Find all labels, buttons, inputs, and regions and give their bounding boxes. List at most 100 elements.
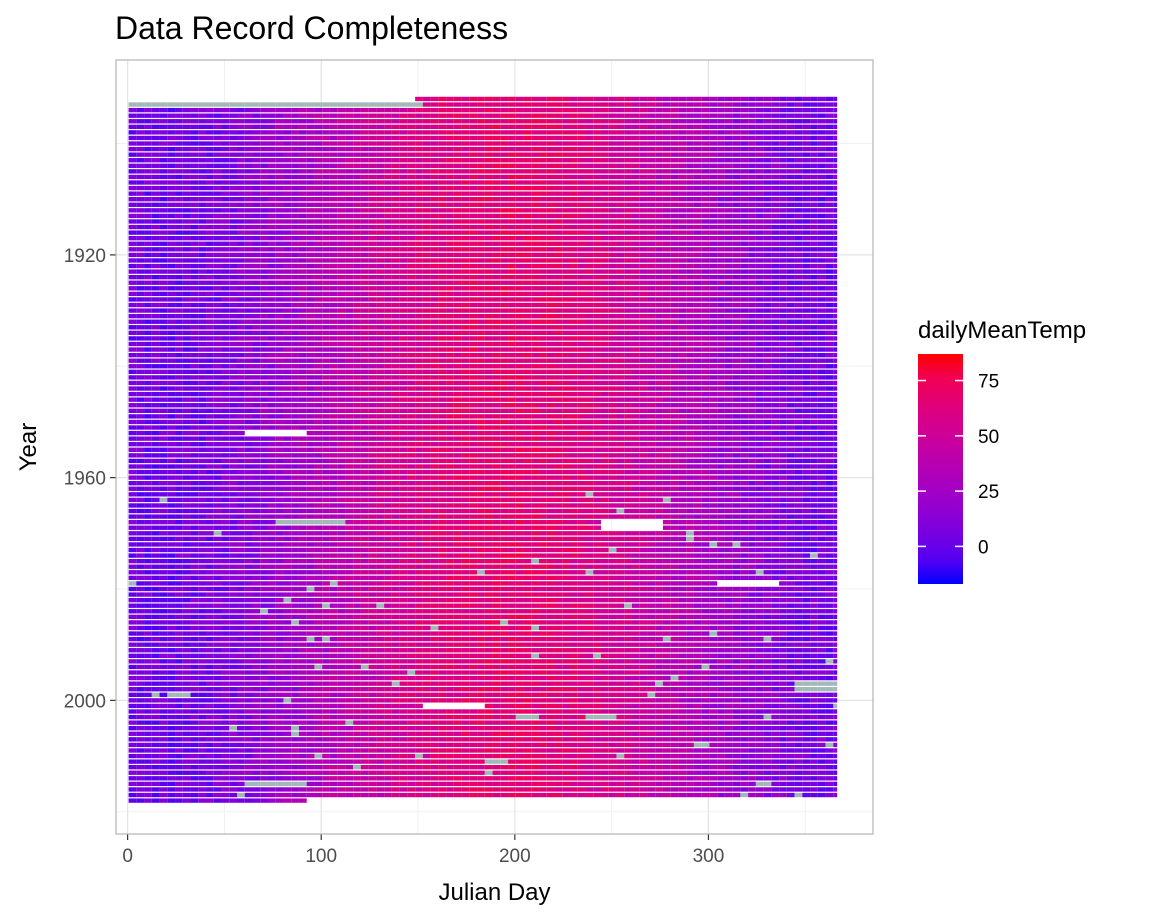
heatmap-tile	[430, 113, 439, 118]
heatmap-tile	[500, 297, 509, 302]
heatmap-tile	[167, 286, 176, 291]
heatmap-tile	[608, 364, 617, 369]
heatmap-tile	[562, 347, 570, 352]
heatmap-tile	[817, 263, 826, 269]
heatmap-tile	[298, 202, 307, 207]
heatmap-tile	[639, 308, 648, 313]
heatmap-tile	[748, 308, 756, 313]
heatmap-tile	[546, 369, 555, 375]
heatmap-tile	[484, 219, 493, 224]
heatmap-tile	[763, 269, 772, 274]
heatmap-tile	[631, 236, 640, 241]
heatmap-tile	[585, 297, 594, 302]
heatmap-tile	[701, 386, 710, 391]
heatmap-tile	[353, 347, 361, 352]
heatmap-tile	[376, 302, 385, 308]
heatmap-tile	[786, 286, 795, 291]
heatmap-tile	[167, 391, 176, 397]
heatmap-tile	[484, 152, 493, 157]
heatmap-tile	[593, 230, 601, 235]
heatmap-tile	[593, 291, 601, 297]
heatmap-tile	[624, 391, 632, 397]
heatmap-tile	[407, 158, 416, 163]
heatmap-tile	[693, 102, 702, 107]
heatmap-tile	[167, 219, 176, 224]
heatmap-tile	[515, 375, 524, 380]
heatmap-tile	[709, 102, 718, 107]
heatmap-tile	[624, 158, 632, 163]
heatmap-tile	[802, 197, 811, 202]
heatmap-tile	[399, 119, 408, 124]
heatmap-tile	[190, 241, 199, 246]
heatmap-tile	[484, 313, 493, 319]
heatmap-tile	[709, 152, 718, 157]
heatmap-tile	[275, 263, 284, 269]
heatmap-tile	[763, 280, 772, 285]
heatmap-tile	[763, 202, 772, 207]
heatmap-tile	[833, 302, 838, 308]
heatmap-tile	[779, 336, 787, 341]
heatmap-tile	[508, 158, 516, 163]
heatmap-tile	[600, 325, 609, 330]
heatmap-tile	[771, 102, 780, 107]
heatmap-tile	[833, 252, 838, 258]
heatmap-tile	[515, 146, 524, 152]
heatmap-tile	[453, 213, 462, 219]
heatmap-tile	[608, 258, 617, 263]
heatmap-tile	[206, 280, 214, 285]
heatmap-tile	[701, 208, 710, 213]
heatmap-tile	[616, 213, 625, 219]
heatmap-tile	[206, 380, 214, 386]
heatmap-tile	[422, 208, 431, 213]
heatmap-tile	[206, 135, 214, 141]
heatmap-tile	[136, 230, 145, 235]
heatmap-tile	[329, 364, 338, 369]
heatmap-tile	[616, 313, 625, 319]
heatmap-tile	[384, 247, 392, 252]
heatmap-tile	[267, 146, 276, 152]
heatmap-tile	[376, 386, 385, 391]
heatmap-tile	[631, 119, 640, 124]
heatmap-tile	[732, 169, 741, 174]
heatmap-tile	[786, 135, 795, 141]
heatmap-tile	[477, 163, 485, 168]
heatmap-tile	[244, 219, 253, 224]
heatmap-tile	[608, 174, 617, 180]
heatmap-tile	[624, 375, 632, 380]
heatmap-tile	[144, 224, 152, 230]
heatmap-tile	[616, 391, 625, 397]
heatmap-tile	[701, 352, 710, 358]
heatmap-tile	[128, 375, 137, 380]
heatmap-tile	[500, 347, 509, 352]
heatmap-tile	[523, 180, 532, 185]
heatmap-tile	[469, 274, 478, 280]
heatmap-tile	[825, 107, 834, 113]
heatmap-tile	[585, 308, 594, 313]
heatmap-tile	[314, 158, 323, 163]
heatmap-tile	[755, 130, 764, 135]
heatmap-tile	[794, 158, 803, 163]
heatmap-tile	[360, 380, 369, 386]
heatmap-tile	[221, 197, 230, 202]
heatmap-tile	[136, 185, 145, 191]
heatmap-tile	[701, 191, 710, 196]
heatmap-tile	[151, 341, 160, 347]
heatmap-tile	[600, 291, 609, 297]
heatmap-tile	[678, 180, 687, 185]
heatmap-tile	[608, 302, 617, 308]
heatmap-tile	[500, 230, 509, 235]
heatmap-tile	[709, 369, 718, 375]
heatmap-tile	[608, 391, 617, 397]
heatmap-tile	[678, 330, 687, 336]
heatmap-tile	[523, 135, 532, 141]
heatmap-tile	[701, 286, 710, 291]
heatmap-tile	[802, 113, 811, 118]
heatmap-tile	[833, 274, 838, 280]
heatmap-tile	[570, 219, 578, 224]
heatmap-tile	[508, 291, 516, 297]
heatmap-tile	[360, 208, 369, 213]
heatmap-tile	[422, 224, 431, 230]
heatmap-tile	[554, 280, 563, 285]
heatmap-tile	[686, 152, 694, 157]
heatmap-tile	[399, 375, 408, 380]
